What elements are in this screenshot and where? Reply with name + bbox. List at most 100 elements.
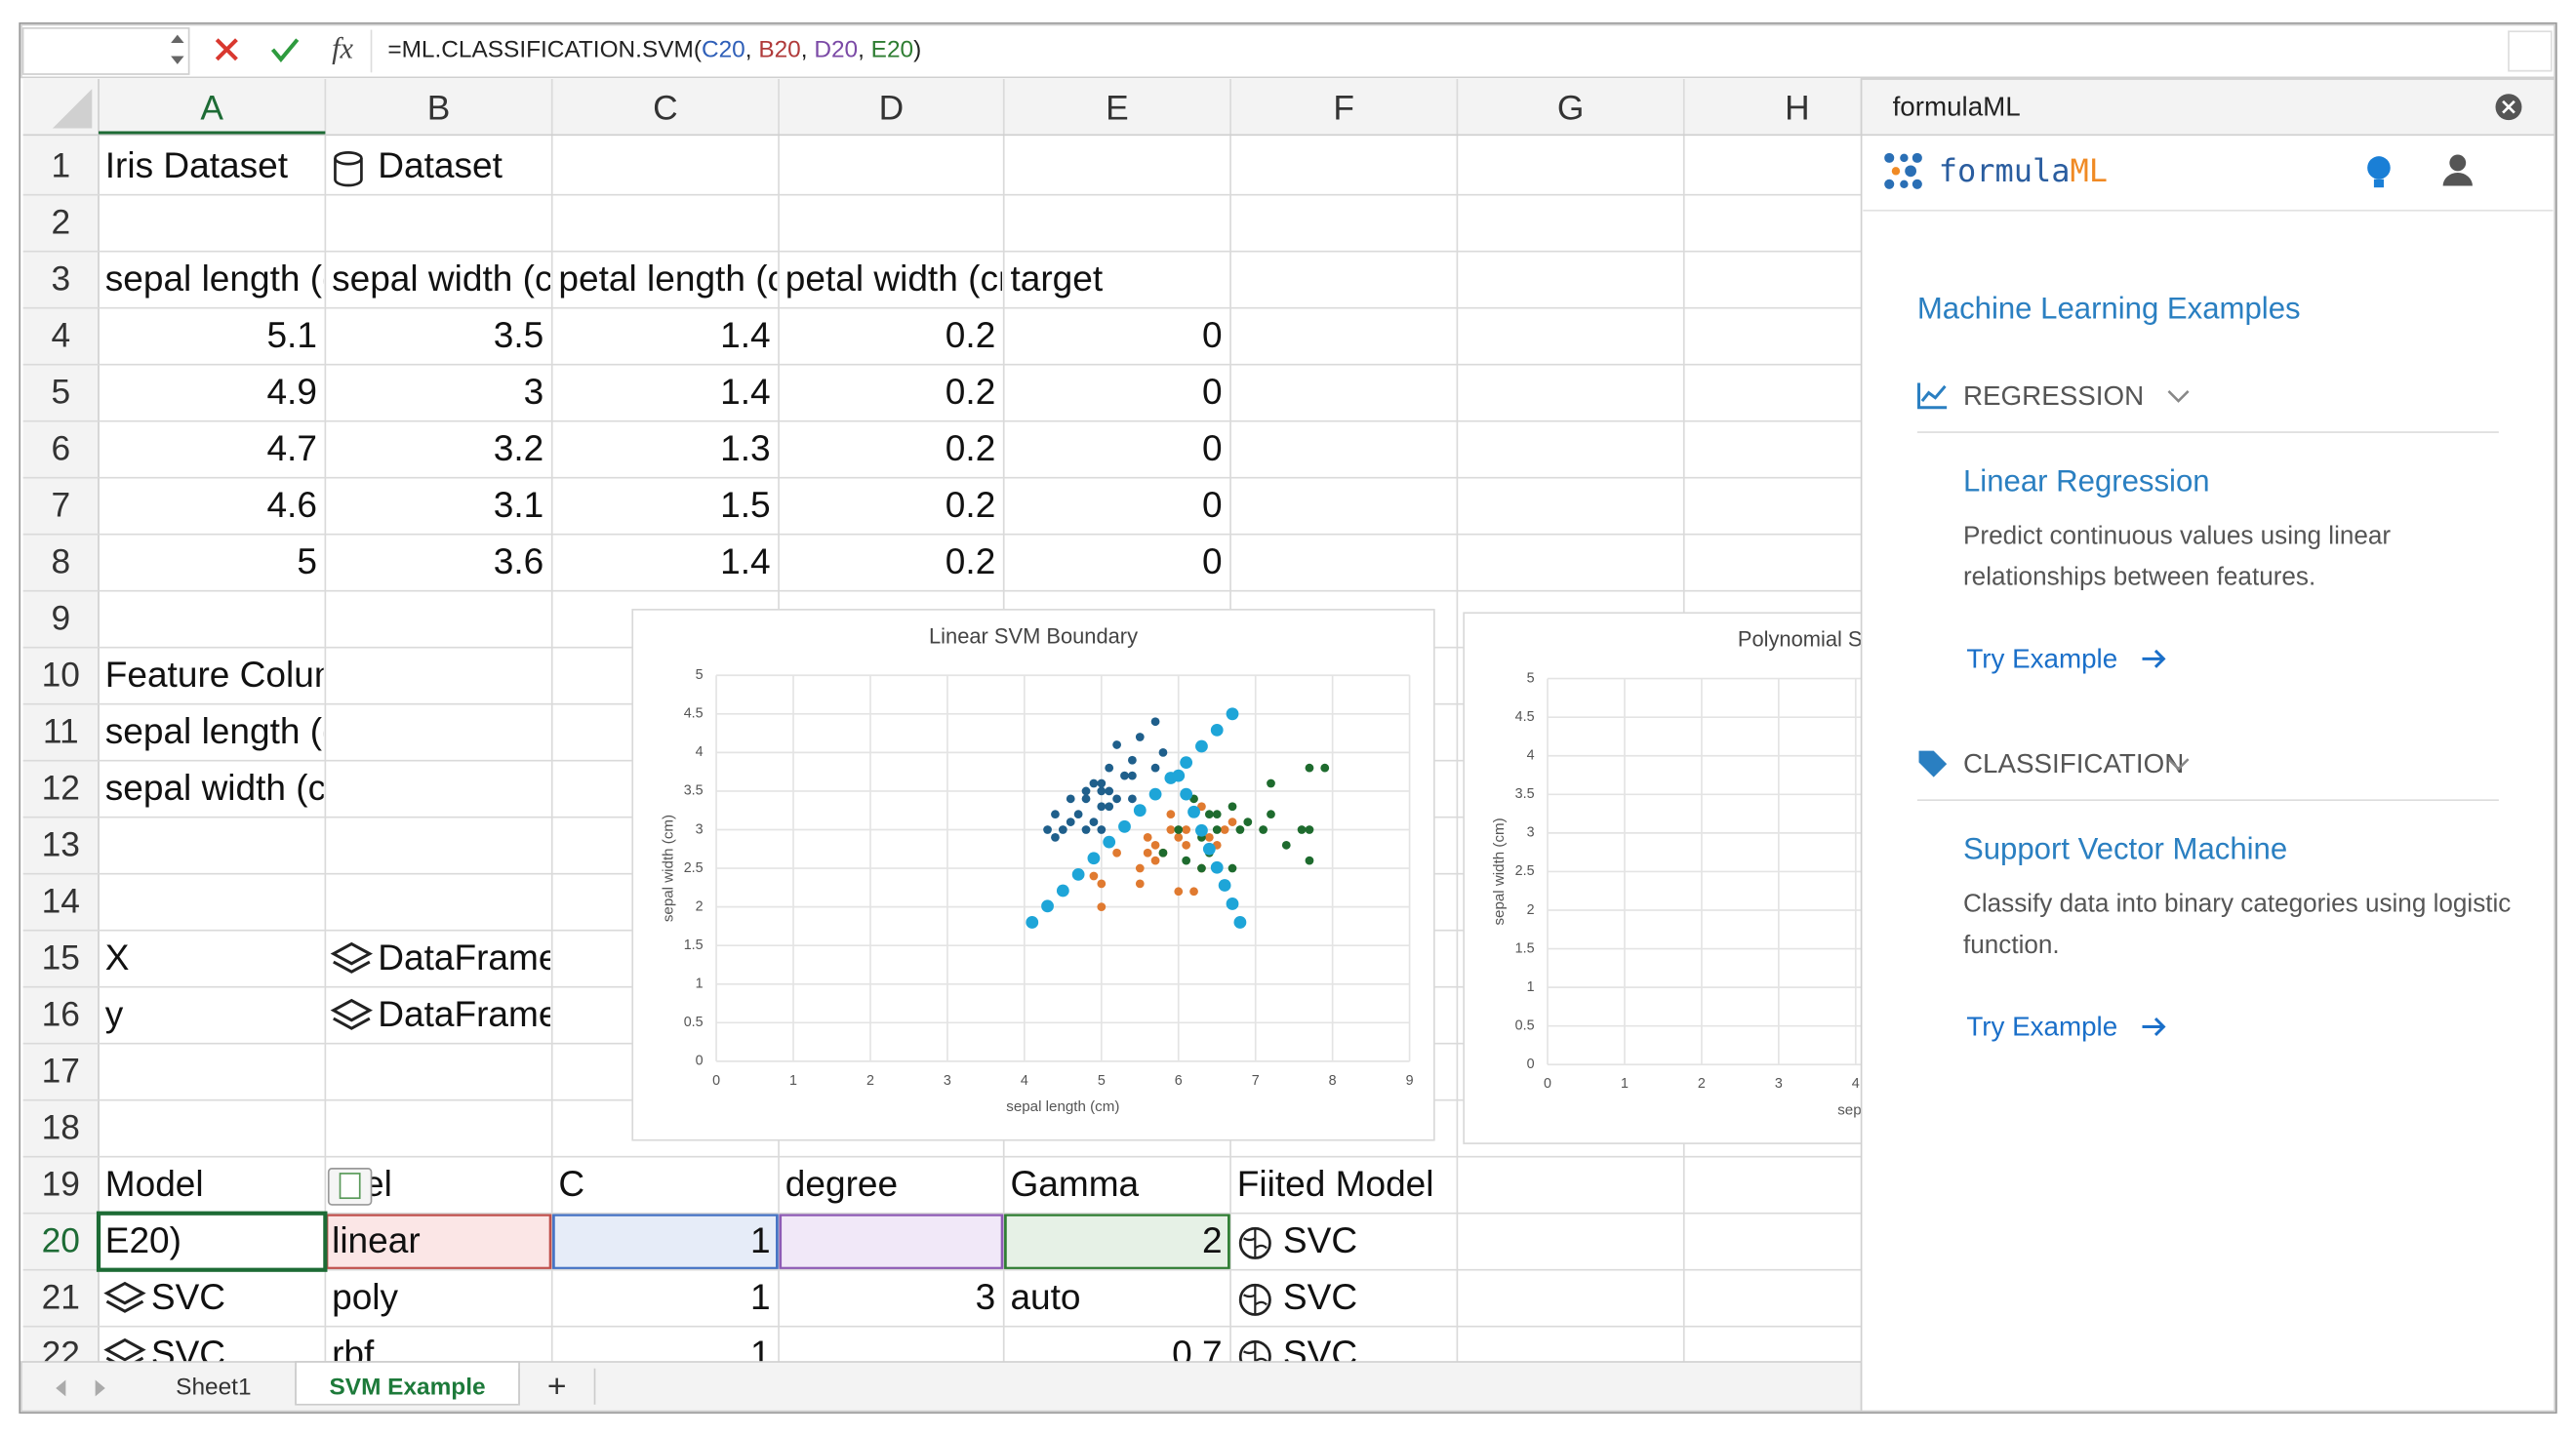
row-header[interactable]: 13: [42, 826, 80, 864]
cell-text[interactable]: 0.2: [946, 314, 995, 355]
name-box[interactable]: [21, 27, 190, 75]
cell-text[interactable]: DataFrame: [378, 993, 558, 1034]
cell-text[interactable]: 0.7: [1172, 1333, 1222, 1374]
column-header[interactable]: C: [653, 89, 678, 127]
cell-text[interactable]: 1: [750, 1276, 771, 1317]
chevron[interactable]: [2167, 390, 2190, 403]
chevron[interactable]: [2167, 758, 2190, 771]
expand-button[interactable]: [2508, 30, 2553, 72]
cell-text[interactable]: 3: [524, 371, 544, 412]
cell-text[interactable]: 4.9: [266, 371, 316, 412]
sheet-tab[interactable]: +: [547, 1369, 567, 1405]
sheet-tab[interactable]: Sheet1: [176, 1374, 251, 1400]
cell-text[interactable]: degree: [785, 1163, 898, 1204]
cell-text[interactable]: 0.2: [946, 540, 995, 581]
row-header[interactable]: 22: [42, 1336, 80, 1374]
cell-text[interactable]: 2: [1202, 1219, 1223, 1260]
cell-text[interactable]: petal width (cm): [785, 258, 1040, 299]
row-header[interactable]: 14: [42, 883, 80, 921]
name-box-spinner[interactable]: [171, 34, 184, 64]
cell-text[interactable]: 3.6: [494, 540, 543, 581]
cell-text[interactable]: 1.4: [720, 314, 770, 355]
row-header[interactable]: 12: [42, 770, 80, 808]
row-header[interactable]: 15: [42, 939, 80, 977]
row-header[interactable]: 4: [51, 317, 70, 355]
cell-text[interactable]: poly: [332, 1276, 398, 1317]
cell-text[interactable]: 0.2: [946, 371, 995, 412]
cell-text[interactable]: y: [105, 993, 124, 1034]
cell-text[interactable]: DataFrame: [378, 937, 558, 977]
row-header[interactable]: 1: [51, 147, 70, 185]
cell-text[interactable]: 0: [1202, 371, 1223, 412]
cell-text[interactable]: SVC: [151, 1276, 225, 1317]
tab-scroll[interactable]: [56, 1379, 105, 1397]
cell-text[interactable]: SVC: [1283, 1276, 1357, 1317]
cell-text[interactable]: X: [105, 937, 130, 977]
row-header[interactable]: 3: [51, 260, 70, 299]
cell-text[interactable]: 3: [976, 1276, 996, 1317]
cell-text[interactable]: Feature Columns: [105, 654, 382, 695]
cell-text[interactable]: 4.6: [266, 484, 316, 525]
row-header[interactable]: 20: [42, 1222, 80, 1260]
cell-text[interactable]: SVC: [151, 1333, 225, 1374]
example-title[interactable]: Support Vector Machine: [1963, 832, 2287, 866]
row-header[interactable]: 5: [51, 374, 70, 412]
try-example-link[interactable]: Try Example: [1966, 643, 2117, 673]
row-header[interactable]: 19: [42, 1166, 80, 1204]
cell-text[interactable]: target: [1010, 258, 1103, 299]
cell-text[interactable]: petal length (cm): [558, 258, 827, 299]
sheet-tab[interactable]: SVM Example: [330, 1374, 486, 1400]
cell-text[interactable]: Gamma: [1010, 1163, 1139, 1204]
cell-text[interactable]: 5.1: [266, 314, 316, 355]
cancel-button[interactable]: [215, 38, 238, 61]
row-header[interactable]: 21: [42, 1279, 80, 1317]
cell-text[interactable]: rbf: [332, 1333, 375, 1374]
cell-text[interactable]: 0.2: [946, 484, 995, 525]
cell-text[interactable]: 5: [297, 540, 317, 581]
cell-text[interactable]: 0: [1202, 427, 1223, 468]
section-name[interactable]: REGRESSION: [1963, 380, 2144, 411]
cell-text[interactable]: Model: [105, 1163, 204, 1204]
cell-text[interactable]: 0: [1202, 540, 1223, 581]
account-button[interactable]: [2442, 154, 2473, 186]
cell-text[interactable]: auto: [1010, 1276, 1080, 1317]
column-header[interactable]: A: [200, 89, 223, 127]
cell-text[interactable]: 0: [1202, 314, 1223, 355]
try-example-link[interactable]: Try Example: [1966, 1012, 2117, 1042]
cell-text[interactable]: 3.5: [494, 314, 543, 355]
cell-text[interactable]: 1.3: [720, 427, 770, 468]
cell-text[interactable]: 1: [750, 1333, 771, 1374]
function-button[interactable]: fx: [332, 31, 353, 64]
cell-text[interactable]: Dataset: [378, 144, 503, 185]
cell-text[interactable]: linear: [332, 1219, 421, 1260]
cell-text[interactable]: E20): [105, 1219, 181, 1260]
column-header[interactable]: D: [879, 89, 905, 127]
row-header[interactable]: 9: [51, 600, 70, 638]
cell-text[interactable]: Iris Dataset: [105, 144, 289, 185]
row-header[interactable]: 11: [43, 713, 79, 751]
cell-text[interactable]: 1.5: [720, 484, 770, 525]
column-header[interactable]: G: [1557, 89, 1585, 127]
cell-text[interactable]: sepal length (cm): [105, 258, 382, 299]
row-header[interactable]: 2: [51, 204, 70, 242]
column-header[interactable]: F: [1333, 89, 1354, 127]
row-header[interactable]: 16: [42, 996, 80, 1034]
cell-text[interactable]: sepal width (cm): [332, 258, 595, 299]
formula-text[interactable]: =ML.CLASSIFICATION.SVM(C20, B20, D20, E2…: [387, 37, 921, 63]
cell-text[interactable]: 3.2: [494, 427, 543, 468]
cell-text[interactable]: SVC: [1283, 1333, 1357, 1374]
tips-button[interactable]: [2367, 156, 2391, 188]
cell-text[interactable]: 0.2: [946, 427, 995, 468]
row-header[interactable]: 18: [42, 1109, 80, 1147]
row-header[interactable]: 10: [42, 657, 80, 695]
column-header[interactable]: H: [1785, 89, 1810, 127]
cell-text[interactable]: 1: [750, 1219, 771, 1260]
cell-text[interactable]: 1.4: [720, 540, 770, 581]
row-header[interactable]: 8: [51, 543, 70, 581]
section-name[interactable]: CLASSIFICATION: [1963, 748, 2184, 778]
cell-text[interactable]: 0: [1202, 484, 1223, 525]
row-header[interactable]: 6: [51, 430, 70, 468]
cell-text[interactable]: sepal width (cm): [105, 767, 369, 808]
row-header[interactable]: 17: [42, 1053, 80, 1091]
column-header[interactable]: B: [427, 89, 451, 127]
